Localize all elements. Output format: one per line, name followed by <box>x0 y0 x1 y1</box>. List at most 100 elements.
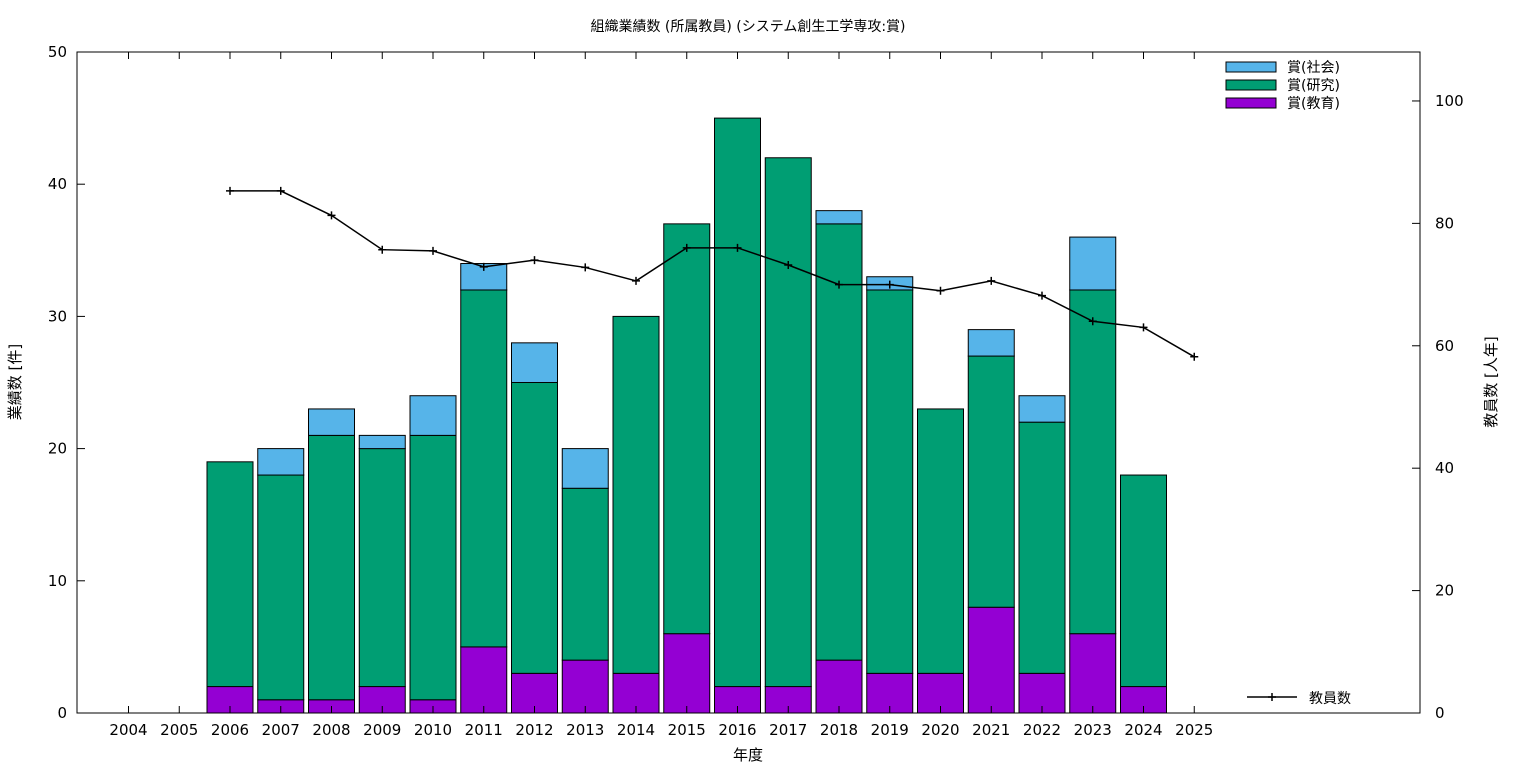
line-point <box>276 186 285 195</box>
legend-line-marker <box>1268 693 1276 701</box>
y2-axis-label: 教員数 [人年] <box>1482 336 1500 427</box>
line-legend: 教員数 <box>1247 691 1351 707</box>
line-point <box>1139 323 1148 332</box>
x-tick-label: 2016 <box>718 721 756 739</box>
bars-layer <box>206 117 1167 714</box>
x-tick-label: 2014 <box>617 721 655 739</box>
bar-segment <box>1018 395 1066 423</box>
bar-segment <box>511 342 558 383</box>
x-axis: 2004 2005 2006 2007 2008 2009 2010 2011 2012 2013… <box>109 52 1213 739</box>
bar-segment <box>815 659 863 714</box>
bar-segment <box>511 382 558 674</box>
bar-segment <box>460 289 508 648</box>
line-point <box>835 280 843 289</box>
bar-segment <box>663 633 711 714</box>
line-point <box>632 276 640 285</box>
legend-label: 賞(社会) <box>1287 60 1340 76</box>
line-point <box>784 260 793 269</box>
bar-segment <box>206 461 254 688</box>
bar-segment <box>308 408 355 436</box>
y2-axis: 0 20 40 60 80 100 <box>1412 92 1464 722</box>
bar-segment <box>409 434 457 701</box>
y-tick-label: 30 <box>48 307 67 325</box>
y-tick-label: 20 <box>48 440 67 458</box>
bar-segment <box>257 448 305 476</box>
line-point <box>1088 317 1097 326</box>
x-tick-label: 2020 <box>921 721 959 739</box>
legend-swatch <box>1225 79 1277 91</box>
line-point <box>885 280 894 289</box>
bar-segment <box>764 157 812 688</box>
line-point <box>530 256 539 265</box>
bar-segment <box>714 117 761 688</box>
y2-tick-label: 80 <box>1435 214 1454 232</box>
bar-segment <box>866 289 914 674</box>
line-point <box>682 243 691 252</box>
line-point <box>429 246 437 255</box>
bar-segment <box>967 606 1015 714</box>
line-point <box>936 286 945 295</box>
x-tick-label: 2019 <box>871 721 909 739</box>
y2-tick-label: 0 <box>1435 704 1445 722</box>
line-point <box>581 263 590 272</box>
x-tick-label: 2010 <box>414 721 452 739</box>
x-tick-label: 2008 <box>312 721 350 739</box>
line-point <box>1038 291 1046 300</box>
line-layer <box>226 186 1199 361</box>
x-tick-label: 2017 <box>769 721 807 739</box>
line-point <box>378 245 387 254</box>
x-tick-label: 2005 <box>160 721 198 739</box>
bar-segment <box>460 646 508 714</box>
legend-line-label: 教員数 <box>1309 691 1351 707</box>
legend-label: 賞(教育) <box>1287 96 1340 112</box>
line-point <box>226 186 234 195</box>
x-tick-label: 2011 <box>465 721 503 739</box>
line-point <box>733 243 742 252</box>
y-tick-label: 0 <box>57 704 67 722</box>
x-tick-label: 2015 <box>668 721 706 739</box>
legend-swatch <box>1225 97 1277 109</box>
x-tick-label: 2004 <box>109 721 147 739</box>
x-tick-label: 2007 <box>262 721 300 739</box>
bar-segment <box>1120 474 1167 688</box>
bar-segment <box>358 448 406 688</box>
bar-segment <box>358 434 406 450</box>
x-tick-label: 2024 <box>1124 721 1162 739</box>
bar-segment <box>257 474 305 701</box>
line-series-teachers <box>230 190 1195 358</box>
bar-segment <box>561 487 609 661</box>
line-point <box>1190 352 1199 361</box>
x-tick-label: 2022 <box>1023 721 1061 739</box>
bar-segment <box>967 355 1015 608</box>
bar-segment <box>917 408 964 674</box>
bar-segment <box>1069 633 1117 714</box>
y-axis: 0 10 20 30 40 50 <box>48 43 85 722</box>
bar-segment <box>1069 236 1117 291</box>
y2-tick-label: 40 <box>1435 459 1454 477</box>
bar-segment <box>815 210 863 225</box>
x-tick-label: 2013 <box>566 721 604 739</box>
line-point <box>987 276 996 285</box>
y2-tick-label: 60 <box>1435 337 1454 355</box>
bar-segment <box>663 223 711 635</box>
bar-segment <box>308 434 355 701</box>
legend: 賞(社会) 賞(研究) 賞(教育) <box>1225 60 1340 112</box>
y2-tick-label: 100 <box>1435 92 1464 110</box>
x-axis-label: 年度 <box>733 746 763 764</box>
chart-title: 組織業績数 (所属教員) (システム創生工学専攻:賞) <box>590 19 905 35</box>
y-axis-label: 業績数 [件] <box>6 344 24 420</box>
bar-segment <box>1018 421 1066 674</box>
x-tick-label: 2023 <box>1074 721 1112 739</box>
bar-segment <box>409 395 457 436</box>
bar-segment <box>561 448 609 489</box>
y2-tick-label: 20 <box>1435 582 1454 600</box>
x-tick-label: 2018 <box>820 721 858 739</box>
y-tick-label: 40 <box>48 175 67 193</box>
bar-segment <box>1069 289 1117 635</box>
line-point <box>479 262 488 271</box>
legend-label: 賞(研究) <box>1287 78 1340 94</box>
line-point <box>327 211 336 220</box>
bar-segment <box>815 223 863 661</box>
y-tick-label: 10 <box>48 572 67 590</box>
